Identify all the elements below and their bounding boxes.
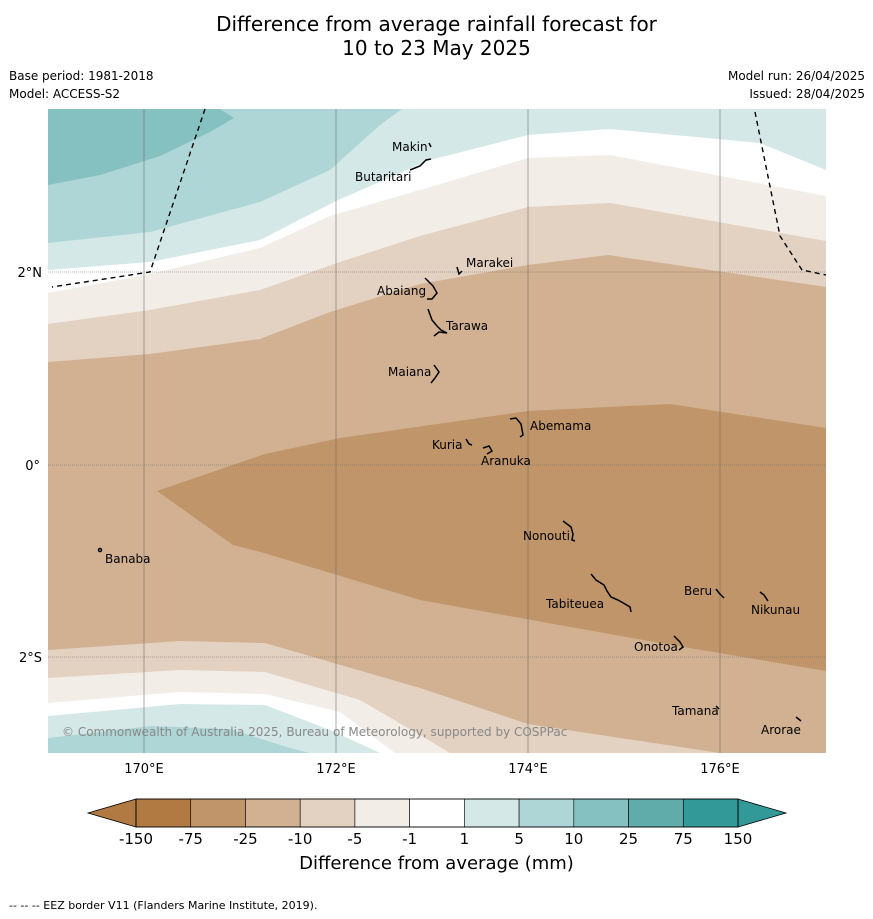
colorbar: -150 -75 -25 -10 -5 -1 1 5 10 25 75 150 bbox=[86, 798, 788, 848]
lat-label-0: 0° bbox=[25, 459, 40, 474]
lat-label-2s: 2°S bbox=[19, 651, 42, 666]
colorbar-tick-label: -75 bbox=[178, 830, 203, 848]
lon-labels: 170°E 172°E 174°E 176°E bbox=[124, 762, 740, 777]
contour-fields bbox=[48, 109, 826, 753]
title-line-2: 10 to 23 May 2025 bbox=[342, 36, 531, 60]
colorbar-title: Difference from average (mm) bbox=[299, 853, 574, 874]
colorbar-cell bbox=[464, 798, 520, 828]
island-abaiang bbox=[424, 277, 438, 300]
gridlines bbox=[48, 109, 826, 753]
colorbar-cell bbox=[628, 798, 684, 828]
colorbar-tick-label: 5 bbox=[514, 830, 524, 848]
island-beru bbox=[715, 588, 725, 599]
eez-border bbox=[51, 108, 827, 288]
eez-footnote: -- -- -- EEZ border V11 (Flanders Marine… bbox=[9, 899, 318, 912]
colorbar-labels: -150 -75 -25 -10 -5 -1 1 5 10 25 75 150 bbox=[119, 830, 752, 848]
colorbar-high-arrow bbox=[737, 798, 788, 828]
colorbar-cell bbox=[190, 798, 246, 828]
colorbar-cell bbox=[354, 798, 410, 828]
colorbar-cell bbox=[299, 798, 356, 828]
label-abaiang: Abaiang bbox=[377, 284, 426, 298]
label-tabiteuea: Tabiteuea bbox=[545, 597, 604, 611]
meta-right: Model run: 26/04/2025 Issued: 28/04/2025 bbox=[728, 67, 865, 103]
label-maiana: Maiana bbox=[388, 365, 431, 379]
label-tarawa: Tarawa bbox=[445, 319, 488, 333]
lon-label-172e: 172°E bbox=[316, 762, 356, 777]
colorbar-tick-label: 75 bbox=[674, 830, 693, 848]
lon-label-174e: 174°E bbox=[508, 762, 548, 777]
colorbar-tick-label: -10 bbox=[288, 830, 313, 848]
island-labels: Makin Butaritari Marakei Abaiang Tarawa … bbox=[105, 140, 801, 737]
colorbar-tick-label: -1 bbox=[402, 830, 417, 848]
island-arorae bbox=[795, 716, 802, 722]
colorbar-tick-label: -5 bbox=[347, 830, 362, 848]
colorbar-cell bbox=[682, 798, 739, 828]
title-line-1: Difference from average rainfall forecas… bbox=[216, 12, 657, 36]
meta-left: Base period: 1981-2018 Model: ACCESS-S2 bbox=[9, 67, 154, 103]
chart-title: Difference from average rainfall forecas… bbox=[0, 12, 873, 60]
label-marakei: Marakei bbox=[466, 256, 513, 270]
island-tamana bbox=[715, 705, 720, 710]
eez-border-west bbox=[51, 108, 206, 288]
lat-labels: 2°N 0° 2°S bbox=[18, 266, 43, 666]
lon-label-170e: 170°E bbox=[124, 762, 164, 777]
label-nonouti: Nonouti bbox=[523, 529, 570, 543]
island-aranuka bbox=[482, 445, 494, 455]
label-arorae: Arorae bbox=[761, 723, 801, 737]
island-butaritari bbox=[409, 158, 432, 171]
base-period: Base period: 1981-2018 bbox=[9, 69, 154, 83]
colorbar-tick-label: 25 bbox=[619, 830, 638, 848]
island-banaba bbox=[97, 547, 103, 553]
band-plus5-10-south bbox=[48, 726, 310, 753]
colorbar-tick-label: 1 bbox=[460, 830, 470, 848]
label-beru: Beru bbox=[684, 584, 712, 598]
island-onotoa bbox=[673, 635, 684, 651]
island-maiana bbox=[430, 364, 440, 384]
island-abemama bbox=[509, 417, 524, 438]
copyright-notice: © Commonwealth of Australia 2025, Bureau… bbox=[62, 725, 567, 739]
issued-date: Issued: 28/04/2025 bbox=[749, 87, 865, 101]
model-name: Model: ACCESS-S2 bbox=[9, 87, 121, 101]
colorbar-cell bbox=[409, 798, 465, 828]
island-tabiteuea bbox=[590, 573, 632, 613]
label-aranuka: Aranuka bbox=[481, 454, 531, 468]
island-nonouti bbox=[562, 520, 576, 542]
label-banaba: Banaba bbox=[105, 552, 151, 566]
colorbar-cell bbox=[518, 798, 575, 828]
island-makin bbox=[428, 142, 432, 148]
islands bbox=[97, 142, 802, 722]
colorbar-cell bbox=[135, 798, 192, 828]
island-marakei bbox=[456, 266, 463, 276]
model-run: Model run: 26/04/2025 bbox=[727, 69, 865, 83]
label-abemama: Abemama bbox=[530, 419, 591, 433]
label-nikunau: Nikunau bbox=[751, 603, 800, 617]
colorbar-cells bbox=[135, 798, 739, 828]
lon-label-176e: 176°E bbox=[700, 762, 740, 777]
island-nikunau bbox=[759, 591, 769, 602]
band-plus10-25-north bbox=[48, 109, 234, 185]
colorbar-cell bbox=[245, 798, 301, 828]
lat-label-2n: 2°N bbox=[18, 266, 43, 281]
colorbar-tick-label: -150 bbox=[119, 830, 153, 848]
band-minus25-75 bbox=[157, 404, 826, 671]
colorbar-tick-label: 10 bbox=[564, 830, 583, 848]
colorbar-tick-label: -25 bbox=[233, 830, 258, 848]
label-makin: Makin bbox=[392, 140, 428, 154]
label-onotoa: Onotoa bbox=[634, 640, 678, 654]
colorbar-low-arrow bbox=[86, 798, 137, 828]
colorbar-frame bbox=[135, 798, 739, 828]
label-tamana: Tamana bbox=[671, 704, 719, 718]
island-tarawa bbox=[427, 308, 448, 337]
island-kuria bbox=[465, 438, 473, 446]
eez-border-east bbox=[754, 111, 827, 276]
colorbar-tick-label: 150 bbox=[724, 830, 753, 848]
label-kuria: Kuria bbox=[432, 438, 463, 452]
colorbar-cell bbox=[573, 798, 629, 828]
label-butaritari: Butaritari bbox=[355, 170, 412, 184]
